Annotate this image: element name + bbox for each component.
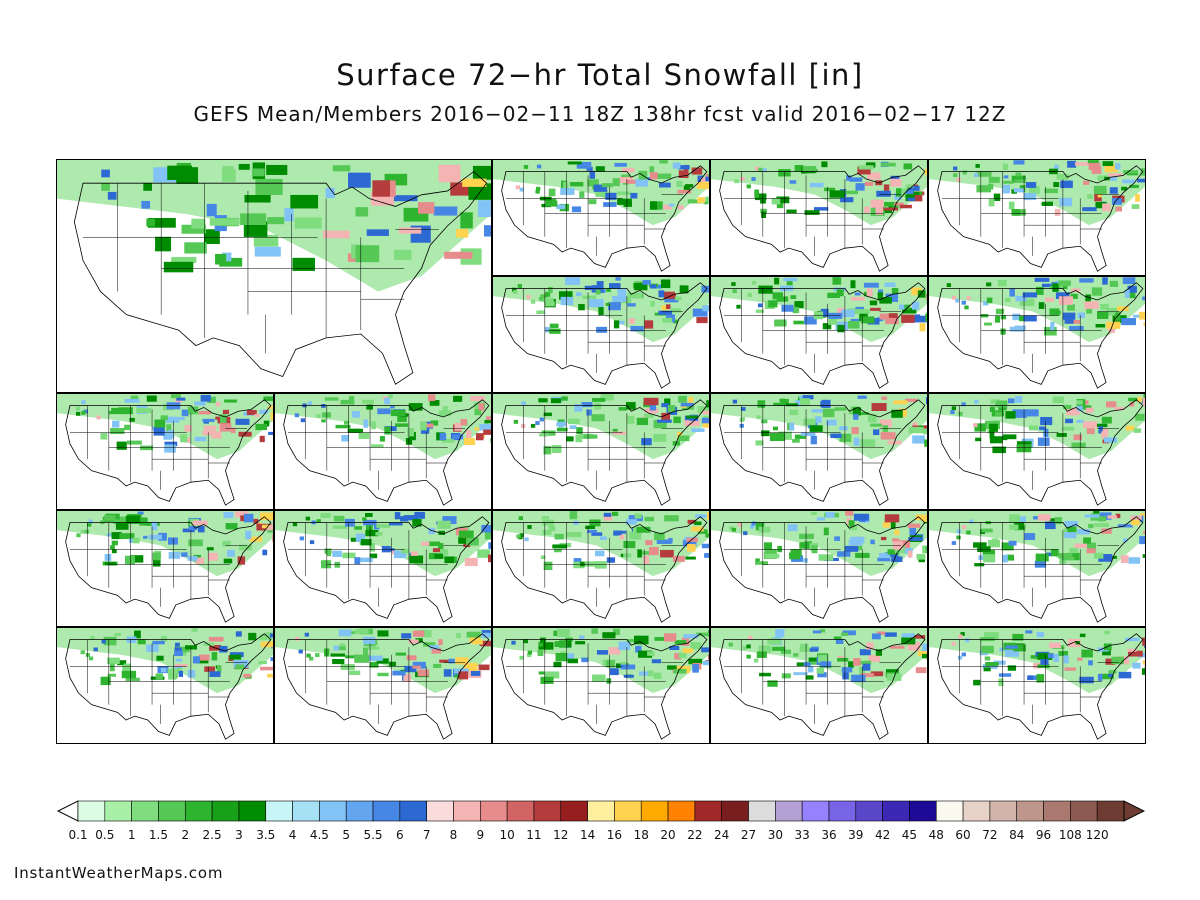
- ensemble-member-map: [274, 393, 492, 510]
- ensemble-member-map: [710, 627, 928, 744]
- ensemble-member-map: [928, 393, 1146, 510]
- legend-tick-label: 27: [740, 828, 757, 842]
- ensemble-member-map: [492, 627, 710, 744]
- ensemble-member-map: [274, 627, 492, 744]
- map-title: Surface 72−hr Total Snowfall [in]: [336, 58, 864, 92]
- ensemble-member-map: [928, 159, 1146, 276]
- legend-tick-label: 45: [901, 828, 918, 842]
- ensemble-member-map: [710, 393, 928, 510]
- legend-tick-label: 9: [476, 828, 485, 842]
- legend-tick-label: 14: [579, 828, 596, 842]
- legend-tick-label: 1.5: [148, 828, 168, 842]
- ensemble-member-map: [492, 510, 710, 627]
- ensemble-member-map: [928, 276, 1146, 393]
- ensemble-member-map: [710, 510, 928, 627]
- ensemble-member-map: [710, 276, 928, 393]
- ensemble-mean-map: [56, 159, 492, 393]
- legend-tick-label: 72: [982, 828, 998, 842]
- ensemble-member-map: [274, 510, 492, 627]
- ensemble-member-map: [492, 393, 710, 510]
- legend-tick-label: 0.1: [68, 828, 88, 842]
- legend-tick-label: 60: [955, 828, 971, 842]
- legend-tick-label: 5: [342, 828, 351, 842]
- legend-tick-label: 84: [1009, 828, 1025, 842]
- legend-tick-label: 11: [526, 828, 542, 842]
- legend-tick-label: 120: [1085, 828, 1109, 842]
- legend-tick-label: 2.5: [202, 828, 222, 842]
- ensemble-member-map: [928, 627, 1146, 744]
- site-credit: InstantWeatherMaps.com: [14, 864, 224, 882]
- map-subtitle: GEFS Mean/Members 2016−02−11 18Z 138hr f…: [193, 102, 1007, 126]
- legend-tick-label: 8: [449, 828, 458, 842]
- legend-tick-label: 12: [553, 828, 569, 842]
- legend-tick-label: 0.5: [95, 828, 115, 842]
- legend-tick-label: 36: [821, 828, 837, 842]
- legend-tick-label: 24: [714, 828, 730, 842]
- legend-tick-label: 39: [848, 828, 864, 842]
- ensemble-member-map: [492, 159, 710, 276]
- legend-tick-label: 48: [928, 828, 944, 842]
- ensemble-member-map: [56, 393, 274, 510]
- legend-tick-label: 7: [422, 828, 431, 842]
- legend-tick-label: 6: [396, 828, 404, 842]
- ensemble-member-map: [56, 510, 274, 627]
- legend-tick-label: 3: [235, 828, 243, 842]
- legend-tick-label: 33: [794, 828, 810, 842]
- legend-tick-label: 108: [1058, 828, 1082, 842]
- ensemble-member-map: [710, 159, 928, 276]
- legend-tick-label: 30: [767, 828, 783, 842]
- ensemble-member-map: [928, 510, 1146, 627]
- legend-tick-label: 1: [127, 828, 136, 842]
- legend-tick-label: 3.5: [256, 828, 276, 842]
- legend-tick-label: 16: [606, 828, 623, 842]
- legend-tick-label: 5.5: [363, 828, 383, 842]
- legend-tick-label: 20: [660, 828, 676, 842]
- legend-tick-label: 22: [687, 828, 703, 842]
- legend-tick-label: 10: [499, 828, 515, 842]
- legend-tick-label: 4: [288, 828, 297, 842]
- legend-tick-label: 42: [874, 828, 891, 842]
- ensemble-member-map: [492, 276, 710, 393]
- legend-tick-label: 18: [633, 828, 649, 842]
- legend-tick-label: 4.5: [309, 828, 329, 842]
- legend-tick-label: 96: [1035, 828, 1052, 842]
- legend-tick-label: 2: [181, 828, 190, 842]
- ensemble-member-map: [56, 627, 274, 744]
